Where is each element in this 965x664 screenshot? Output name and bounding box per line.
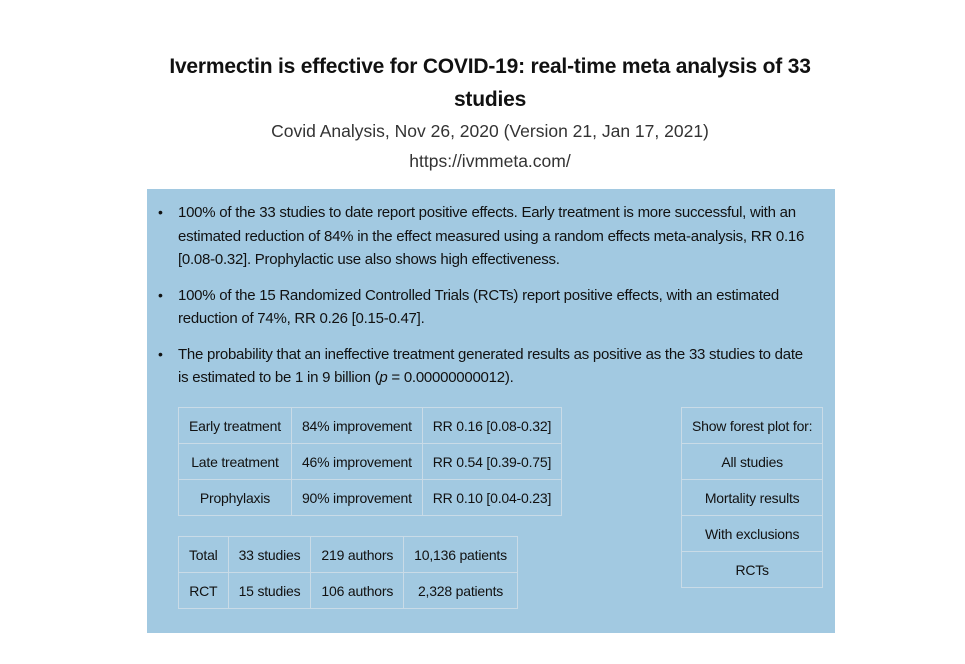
table-row: With exclusions [680, 515, 824, 552]
improvement-cell: 90% improvement [290, 479, 423, 516]
effect-label-cell: Prophylaxis [178, 479, 292, 516]
forest-plot-rcts-link[interactable]: RCTs [680, 551, 824, 588]
patients-cell: 2,328 patients [403, 572, 518, 609]
improvement-cell: 46% improvement [290, 443, 423, 480]
bullet-icon: • [158, 204, 163, 220]
table-row: Mortality results [680, 479, 824, 516]
totals-table: Total 33 studies 219 authors 10,136 pati… [178, 536, 518, 609]
rr-cell: RR 0.16 [0.08-0.32] [421, 407, 563, 444]
patients-cell: 10,136 patients [403, 536, 518, 573]
table-row: Late treatment 46% improvement RR 0.54 [… [178, 443, 563, 480]
bullet-text: 100% of the 33 studies to date report po… [178, 204, 805, 268]
authors-cell: 219 authors [310, 536, 405, 573]
page-title: Ivermectin is effective for COVID-19: re… [150, 50, 830, 116]
bullet-icon: • [158, 345, 163, 362]
p-value-symbol: p [379, 369, 388, 386]
authors-cell: 106 authors [310, 572, 405, 609]
table-row: RCT 15 studies 106 authors 2,328 patient… [178, 572, 518, 609]
bullet-text-part: = 0.00000000012). [387, 369, 514, 386]
effects-table: Early treatment 84% improvement RR 0.16 … [178, 407, 563, 516]
totals-label-cell: RCT [178, 572, 229, 609]
page-title-line-2: studies [453, 88, 527, 111]
bullet-text: 100% of the 15 Randomized Controlled Tri… [178, 286, 779, 328]
summary-bullet-list: • 100% of the 33 studies to date report … [157, 201, 817, 402]
summary-bullet: • The probability that an ineffective tr… [157, 343, 817, 390]
page-subtitle: Covid Analysis, Nov 26, 2020 (Version 21… [271, 121, 709, 141]
table-row: Total 33 studies 219 authors 10,136 pati… [178, 536, 518, 573]
improvement-cell: 84% improvement [290, 407, 423, 444]
forest-plot-mortality-link[interactable]: Mortality results [680, 479, 824, 516]
forest-plot-header: Show forest plot for: [680, 407, 824, 444]
table-row: Prophylaxis 90% improvement RR 0.10 [0.0… [178, 479, 563, 516]
page-title-line-1: Ivermectin is effective for COVID-19: re… [169, 55, 811, 78]
rr-cell: RR 0.54 [0.39-0.75] [421, 443, 563, 480]
table-row: All studies [680, 443, 824, 480]
rr-cell: RR 0.10 [0.04-0.23] [421, 479, 563, 516]
studies-cell: 15 studies [227, 572, 312, 609]
forest-plot-exclusions-link[interactable]: With exclusions [680, 515, 824, 552]
table-row: Early treatment 84% improvement RR 0.16 … [178, 407, 563, 444]
summary-bullet: • 100% of the 33 studies to date report … [157, 201, 817, 272]
studies-cell: 33 studies [227, 536, 312, 573]
totals-label-cell: Total [178, 536, 229, 573]
bullet-icon: • [158, 286, 163, 303]
summary-bullet: • 100% of the 15 Randomized Controlled T… [157, 284, 817, 331]
forest-plot-all-studies-link[interactable]: All studies [680, 443, 824, 480]
source-url-link[interactable]: https://ivmmeta.com/ [409, 151, 571, 171]
table-row: RCTs [680, 551, 824, 588]
forest-plot-menu: Show forest plot for: All studies Mortal… [680, 407, 824, 588]
bullet-text: The probability that an ineffective trea… [178, 346, 803, 387]
table-row: Show forest plot for: [680, 407, 824, 444]
effect-label-cell: Early treatment [178, 407, 292, 444]
effect-label-cell: Late treatment [178, 443, 292, 480]
summary-panel: • 100% of the 33 studies to date report … [147, 189, 835, 633]
bullet-text-part: The probability that an ineffective trea… [178, 345, 803, 387]
